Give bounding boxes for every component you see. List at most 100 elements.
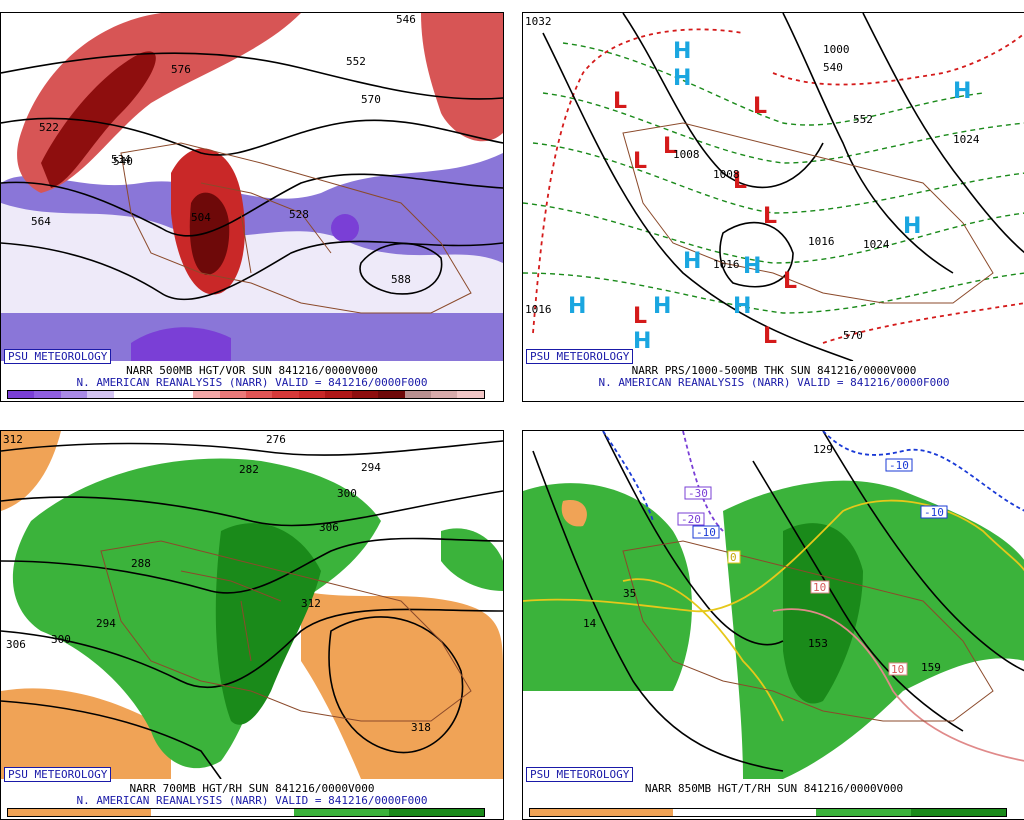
contour-label: 294 [361,461,381,474]
scale-tick-label: 16 [231,399,244,401]
svg-text:L: L [763,204,777,229]
svg-text:L: L [783,269,797,294]
contour-label: 300 [51,633,71,646]
scale-swatch [193,391,220,398]
contour-label: 159 [921,661,941,674]
scale-swatch [815,809,864,816]
svg-text:H: H [903,214,921,239]
scale-swatch [351,391,379,398]
contour-label: 288 [131,557,151,570]
svg-text:H: H [568,294,586,319]
caption-line-2: N. AMERICAN REANALYSIS (NARR) VALID = 84… [598,376,950,389]
scale-swatch [457,391,484,398]
contour-label: 312 [301,597,321,610]
panel-850mb-temp-rh: -30 -20 -10 -10 -10 0 10 10 35 14 153 15… [522,430,1024,820]
scale-swatch [293,809,342,816]
contour-label: 570 [843,329,863,342]
caption-line-1: NARR 700MB HGT/RH SUN 841216/0000V000 [129,782,375,795]
svg-text:H: H [733,294,751,319]
contour-label: 552 [346,55,366,68]
scale-swatch [388,809,437,816]
scale-swatch [245,391,273,398]
contour-label: 300 [337,487,357,500]
rh-scale-ticks: 10 30 50 70 90 [529,817,1005,819]
contour-label: 528 [289,208,309,221]
temp-label: 10 [891,663,904,676]
svg-text:H: H [633,329,651,354]
scale-tick-label: 32 [440,399,453,401]
scale-swatch [198,809,246,816]
scale-tick-label: 4 [77,399,84,401]
temp-label: -20 [681,513,701,526]
scale-tick-label: 30 [414,399,427,401]
scale-tick-label: 10 [72,817,85,819]
scale-tick-label: 20 [283,399,296,401]
scale-tick-label: 30 [151,817,164,819]
scale-swatch [436,809,484,816]
panel-500mb-vorticity: 522 534 540 552 564 576 588 546 528 504 … [0,12,504,402]
scale-tick-label: 50 [231,817,244,819]
contour-label: 522 [39,121,59,134]
scale-swatch [272,391,299,398]
contour-label: 312 [3,433,23,446]
contour-label: 552 [853,113,873,126]
scale-swatch [103,809,151,816]
contour-label: 14 [583,617,597,630]
scale-swatch [34,391,61,398]
svg-text:L: L [633,149,647,174]
contour-label: 1016 [808,235,835,248]
rh-color-scale [7,808,485,817]
temp-label: 10 [813,581,826,594]
rh-color-scale [529,808,1007,817]
temp-label: 0 [730,551,737,564]
psu-meteorology-label: PSU METEOROLOGY [526,349,634,364]
panel-700mb-rh: 312 276 282 288 294 300 306 300 306 312 … [0,430,504,820]
svg-text:H: H [653,294,671,319]
rh-scale-ticks: 10 30 50 70 90 [7,817,483,819]
temp-label: -10 [696,526,716,539]
scale-tick-label: 70 [832,817,845,819]
vorticity-map: 522 534 540 552 564 576 588 546 528 504 … [1,13,503,361]
svg-text:H: H [673,39,691,64]
scale-swatch [863,809,911,816]
contour-label: 1016 [713,258,740,271]
caption-line-1: NARR PRS/1000-500MB THK SUN 841216/0000V… [631,364,917,377]
scale-tick-label: 24 [335,399,348,401]
svg-text:H: H [743,254,761,279]
vorticity-color-scale [7,390,485,399]
contour-label: 504 [191,211,211,224]
psu-meteorology-label: PSU METEOROLOGY [4,767,112,782]
scale-tick-label: 34 [466,399,479,401]
scale-tick-label: 50 [753,817,766,819]
scale-swatch [720,809,768,816]
scale-tick-label: 8 [129,399,136,401]
contour-label: 1032 [525,15,552,28]
scale-swatch [298,391,326,398]
psu-meteorology-label: PSU METEOROLOGY [526,767,634,782]
contour-label: 1008 [673,148,700,161]
temp-label-box [684,486,712,500]
scale-swatch [530,809,578,816]
temp-label: -30 [688,487,708,500]
scale-swatch [219,391,246,398]
svg-text:L: L [733,169,747,194]
scale-swatch [341,809,389,816]
psu-meteorology-label: PSU METEOROLOGY [4,349,112,364]
contour-label: 1000 [823,43,850,56]
scale-tick-label: 2 [51,399,58,401]
scale-swatch [113,391,141,398]
scale-swatch [55,809,104,816]
contour-label: 129 [813,443,833,456]
scale-swatch [577,809,626,816]
contour-label: 306 [6,638,26,651]
svg-text:H: H [953,79,971,104]
scale-swatch [378,391,405,398]
scale-tick-label: 6 [103,399,110,401]
scale-swatch [325,391,352,398]
scale-swatch [150,809,199,816]
scale-tick-label: 90 [390,817,403,819]
svg-text:H: H [683,249,701,274]
svg-text:L: L [633,304,647,329]
scale-swatch [245,809,294,816]
